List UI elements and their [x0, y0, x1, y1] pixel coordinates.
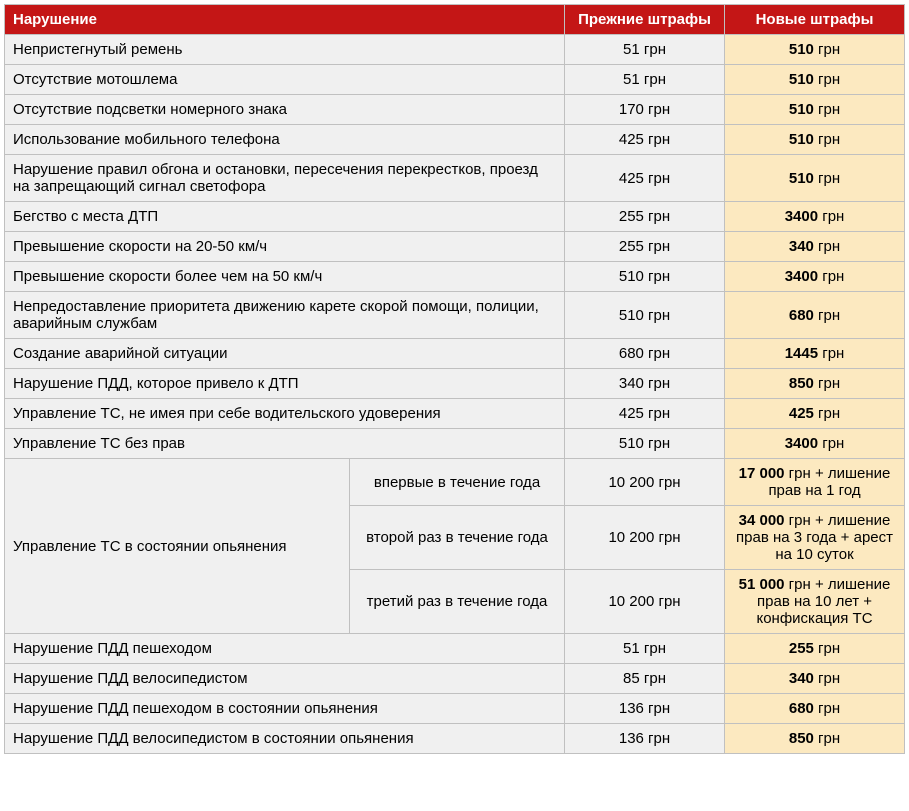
old-fine-cell: 51 грн — [565, 634, 725, 664]
table-row: Нарушение правил обгона и остановки, пер… — [5, 155, 905, 202]
violation-cell: Нарушение ПДД пешеходом в состоянии опья… — [5, 694, 565, 724]
old-fine-cell: 425 грн — [565, 399, 725, 429]
new-fine-cell: 34 000 грн + лишение прав на 3 года + ар… — [725, 506, 905, 570]
violation-cell: Непристегнутый ремень — [5, 35, 565, 65]
old-fine-cell: 510 грн — [565, 292, 725, 339]
new-fine-cell: 510 грн — [725, 95, 905, 125]
new-fine-cell: 680 грн — [725, 694, 905, 724]
table-row: Создание аварийной ситуации680 грн1445 г… — [5, 339, 905, 369]
violation-cell: Нарушение ПДД пешеходом — [5, 634, 565, 664]
header-violation: Нарушение — [5, 5, 565, 35]
violation-cell: Превышение скорости на 20-50 км/ч — [5, 232, 565, 262]
header-old: Прежние штрафы — [565, 5, 725, 35]
table-row: Нарушение ПДД пешеходом в состоянии опья… — [5, 694, 905, 724]
new-fine-cell: 510 грн — [725, 125, 905, 155]
violation-cell: Использование мобильного телефона — [5, 125, 565, 155]
old-fine-cell: 136 грн — [565, 724, 725, 754]
new-fine-cell: 3400 грн — [725, 262, 905, 292]
table-row: Непредоставление приоритета движению кар… — [5, 292, 905, 339]
new-fine-cell: 3400 грн — [725, 429, 905, 459]
old-fine-cell: 10 200 грн — [565, 570, 725, 634]
old-fine-cell: 85 грн — [565, 664, 725, 694]
header-row: Нарушение Прежние штрафы Новые штрафы — [5, 5, 905, 35]
violation-subcase-cell: впервые в течение года — [350, 459, 565, 506]
table-body: Непристегнутый ремень51 грн510 грнОтсутс… — [5, 35, 905, 754]
old-fine-cell: 340 грн — [565, 369, 725, 399]
violation-cell: Нарушение ПДД, которое привело к ДТП — [5, 369, 565, 399]
violation-cell: Отсутствие мотошлема — [5, 65, 565, 95]
violation-cell: Нарушение ПДД велосипедистом — [5, 664, 565, 694]
new-fine-cell: 510 грн — [725, 155, 905, 202]
table-row: Отсутствие подсветки номерного знака170 … — [5, 95, 905, 125]
violation-cell: Превышение скорости более чем на 50 км/ч — [5, 262, 565, 292]
new-fine-cell: 510 грн — [725, 35, 905, 65]
table-row: Непристегнутый ремень51 грн510 грн — [5, 35, 905, 65]
new-fine-cell: 340 грн — [725, 664, 905, 694]
violation-group-cell: Управление ТС в состоянии опьянения — [5, 459, 350, 634]
header-new: Новые штрафы — [725, 5, 905, 35]
old-fine-cell: 51 грн — [565, 65, 725, 95]
table-row: Бегство с места ДТП255 грн3400 грн — [5, 202, 905, 232]
new-fine-cell: 510 грн — [725, 65, 905, 95]
old-fine-cell: 136 грн — [565, 694, 725, 724]
old-fine-cell: 680 грн — [565, 339, 725, 369]
new-fine-cell: 51 000 грн + лишение прав на 10 лет + ко… — [725, 570, 905, 634]
table-row: Нарушение ПДД велосипедистом85 грн340 гр… — [5, 664, 905, 694]
old-fine-cell: 510 грн — [565, 429, 725, 459]
table-row: Управление ТС без прав510 грн3400 грн — [5, 429, 905, 459]
old-fine-cell: 10 200 грн — [565, 459, 725, 506]
violation-cell: Управление ТС без прав — [5, 429, 565, 459]
new-fine-cell: 1445 грн — [725, 339, 905, 369]
table-row: Использование мобильного телефона425 грн… — [5, 125, 905, 155]
violation-subcase-cell: второй раз в течение года — [350, 506, 565, 570]
old-fine-cell: 425 грн — [565, 155, 725, 202]
new-fine-cell: 680 грн — [725, 292, 905, 339]
new-fine-cell: 255 грн — [725, 634, 905, 664]
violation-subcase-cell: третий раз в течение года — [350, 570, 565, 634]
new-fine-cell: 850 грн — [725, 369, 905, 399]
old-fine-cell: 10 200 грн — [565, 506, 725, 570]
old-fine-cell: 255 грн — [565, 202, 725, 232]
violation-cell: Непредоставление приоритета движению кар… — [5, 292, 565, 339]
fines-table: Нарушение Прежние штрафы Новые штрафы Не… — [4, 4, 905, 754]
table-row: Нарушение ПДД пешеходом51 грн255 грн — [5, 634, 905, 664]
table-row: Управление ТС, не имея при себе водитель… — [5, 399, 905, 429]
table-row: Превышение скорости более чем на 50 км/ч… — [5, 262, 905, 292]
violation-cell: Бегство с места ДТП — [5, 202, 565, 232]
table-row: Нарушение ПДД велосипедистом в состоянии… — [5, 724, 905, 754]
violation-cell: Управление ТС, не имея при себе водитель… — [5, 399, 565, 429]
table-row: Отсутствие мотошлема51 грн510 грн — [5, 65, 905, 95]
old-fine-cell: 170 грн — [565, 95, 725, 125]
new-fine-cell: 850 грн — [725, 724, 905, 754]
violation-cell: Нарушение правил обгона и остановки, пер… — [5, 155, 565, 202]
table-row: Нарушение ПДД, которое привело к ДТП340 … — [5, 369, 905, 399]
old-fine-cell: 510 грн — [565, 262, 725, 292]
table-row: Превышение скорости на 20-50 км/ч255 грн… — [5, 232, 905, 262]
new-fine-cell: 340 грн — [725, 232, 905, 262]
old-fine-cell: 425 грн — [565, 125, 725, 155]
old-fine-cell: 51 грн — [565, 35, 725, 65]
new-fine-cell: 425 грн — [725, 399, 905, 429]
violation-cell: Нарушение ПДД велосипедистом в состоянии… — [5, 724, 565, 754]
new-fine-cell: 17 000 грн + лишение прав на 1 год — [725, 459, 905, 506]
violation-cell: Создание аварийной ситуации — [5, 339, 565, 369]
table-row: Управление ТС в состоянии опьянениявперв… — [5, 459, 905, 506]
violation-cell: Отсутствие подсветки номерного знака — [5, 95, 565, 125]
new-fine-cell: 3400 грн — [725, 202, 905, 232]
old-fine-cell: 255 грн — [565, 232, 725, 262]
